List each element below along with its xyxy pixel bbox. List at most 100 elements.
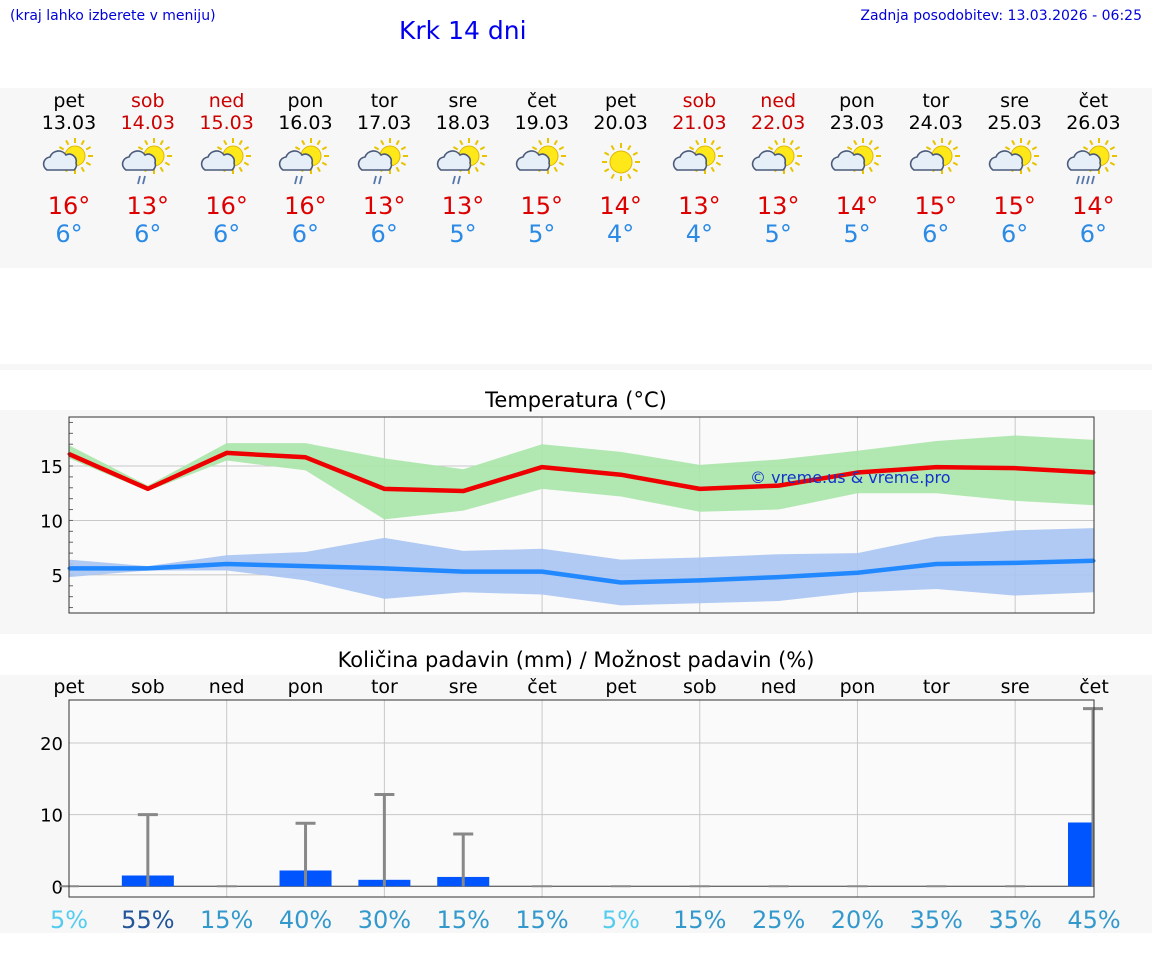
sun-ray: [1026, 139, 1031, 146]
sun-ray: [689, 146, 695, 151]
max-temperature: 13°: [362, 192, 406, 220]
sun-cloud-icon: [42, 138, 93, 174]
rain-drop: [452, 175, 456, 185]
daily-forecast: pet 13.03 16° 6° sob 14.03 13° 6° ned 15.03 16° 6° p…: [0, 88, 1152, 268]
max-temperature-line-point: [777, 484, 781, 488]
sun-ray: [531, 146, 538, 151]
cloud: [279, 150, 314, 171]
cloud-shape: [988, 150, 1023, 171]
rain-drop: [378, 175, 383, 185]
sun-ray: [80, 166, 85, 173]
max-temperature-line-point: [146, 487, 150, 491]
day-name: tor: [370, 90, 398, 112]
precipitation-probability: 15%: [673, 906, 726, 934]
sun-ray: [243, 146, 249, 151]
day-column: pon 16.03 16° 6°: [265, 88, 345, 248]
sun-cloud-icon: [830, 138, 881, 174]
weather-icon-cell: [265, 134, 345, 194]
sun-ray: [768, 146, 774, 151]
y-tick-label: 20: [40, 734, 63, 755]
day-name: pon: [839, 90, 875, 112]
sun-icon: [601, 143, 640, 181]
min-temperature-line-point: [304, 564, 308, 568]
sun-ray: [322, 146, 328, 151]
precipitation-probability: 35%: [988, 906, 1041, 934]
precipitation-probability: 25%: [752, 906, 805, 934]
day-date: 14.03: [120, 112, 175, 134]
sun-cloud-icon: [673, 138, 724, 174]
sun-ray: [1110, 161, 1116, 166]
sun-ray: [1031, 161, 1037, 166]
cloud: [42, 150, 78, 171]
cloud-shape: [830, 150, 866, 171]
day-column: čet 19.03 15° 5°: [502, 88, 582, 248]
day-date: 13.03: [41, 112, 97, 134]
sun-ray: [603, 151, 609, 156]
max-temperature-line-point: [461, 489, 465, 493]
sun-ray: [789, 166, 795, 173]
sun-ray: [537, 139, 543, 146]
sun-ray: [374, 146, 380, 151]
sun-ray: [952, 146, 958, 151]
sun-cloud-icon: [515, 138, 566, 174]
sun-ray: [216, 146, 222, 151]
cloud-shape: [1067, 150, 1102, 171]
sun-ray: [1110, 146, 1116, 151]
y-tick-label: 15: [40, 457, 63, 478]
x-tick-label: pet: [53, 676, 84, 698]
min-temperature: 6°: [55, 220, 83, 248]
max-temperature-line-point: [855, 471, 859, 475]
min-temperature: 4°: [685, 220, 714, 248]
sun-ray: [711, 166, 716, 173]
sun-ray: [558, 161, 564, 166]
sun-ray: [873, 146, 880, 151]
max-temperature: 15°: [520, 192, 564, 220]
cloud-shape: [673, 150, 708, 171]
weather-icon-cell: [502, 134, 582, 194]
sun-ray: [1004, 146, 1010, 151]
day-name: sob: [131, 90, 165, 112]
cloud: [515, 150, 550, 171]
precipitation-probability: 5%: [50, 906, 88, 934]
day-column: tor 24.03 15° 6°: [896, 88, 976, 248]
min-temperature: 5°: [528, 220, 556, 248]
max-temperature-line-point: [382, 487, 386, 491]
min-temperature-line-point: [698, 578, 702, 582]
weather-icon-cell: [817, 134, 897, 194]
day-name: pet: [604, 90, 637, 112]
sun-ray: [317, 139, 322, 146]
x-tick-label: čet: [527, 676, 557, 698]
min-temperature-line-point: [855, 571, 859, 575]
sun-ray: [395, 139, 401, 146]
sun-ray: [474, 166, 479, 173]
max-temperature: 13°: [126, 192, 170, 220]
sun-ray: [65, 139, 70, 146]
sun-ray: [873, 161, 880, 166]
sun-cloud-heavy-rain-icon: [1067, 138, 1118, 185]
location-hint: (kraj lahko izberete v meniju): [10, 8, 216, 24]
sun-ray: [1089, 139, 1094, 146]
weather-icon-cell: [1053, 134, 1133, 194]
sun-ray: [143, 139, 149, 146]
sun-ray: [380, 139, 385, 146]
cloud-shape: [42, 150, 78, 171]
sun-ray: [610, 145, 615, 151]
day-date: 16.03: [278, 112, 333, 134]
day-name: sre: [448, 90, 478, 112]
sun-ray: [925, 146, 932, 151]
sun-ray: [159, 139, 164, 146]
plot-frame: [68, 699, 1095, 898]
sun-ray: [85, 146, 92, 151]
min-temperature-line-point: [382, 566, 386, 570]
day-column: ned 15.03 16° 6°: [187, 88, 267, 248]
cloud: [673, 150, 708, 171]
precipitation-probability: 5%: [602, 906, 640, 934]
sun-ray: [479, 161, 486, 166]
day-name: ned: [760, 90, 797, 112]
max-temperature-band: [69, 435, 1094, 520]
max-temperature-line-point: [304, 455, 308, 459]
day-column: čet 26.03 14° 6°: [1053, 88, 1133, 248]
cloud-shape: [751, 150, 787, 171]
sun-ray: [558, 146, 564, 151]
max-temperature: 13°: [441, 192, 485, 220]
